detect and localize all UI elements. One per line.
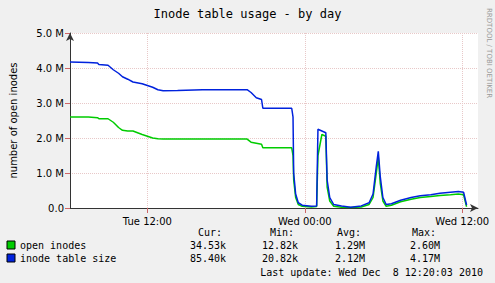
svg-text:85.40k: 85.40k	[190, 253, 226, 264]
svg-text:inode table size: inode table size	[20, 253, 116, 264]
svg-text:number of open inodes: number of open inodes	[8, 62, 19, 178]
svg-text:Last update: Wed Dec 8 12:20:: Last update: Wed Dec 8 12:20:03 2010	[260, 267, 483, 278]
svg-text:Min:: Min:	[270, 227, 294, 238]
svg-text:Wed 00:00: Wed 00:00	[278, 216, 332, 227]
svg-text:Inode table usage - by day: Inode table usage - by day	[154, 7, 342, 21]
svg-text:5.0 M: 5.0 M	[36, 28, 64, 39]
svg-text:Max:: Max:	[412, 227, 436, 238]
svg-text:Cur:: Cur:	[198, 227, 222, 238]
svg-text:Avg:: Avg:	[337, 227, 361, 238]
svg-text:Wed 12:00: Wed 12:00	[435, 216, 489, 227]
svg-text:4.0 M: 4.0 M	[36, 63, 64, 74]
svg-text:open inodes: open inodes	[20, 240, 86, 251]
svg-text:2.12M: 2.12M	[335, 253, 365, 264]
svg-text:3.0 M: 3.0 M	[36, 98, 64, 109]
svg-text:1.29M: 1.29M	[335, 240, 365, 251]
svg-text:4.17M: 4.17M	[410, 253, 440, 264]
svg-text:2.60M: 2.60M	[410, 240, 440, 251]
svg-text:2.0 M: 2.0 M	[36, 133, 64, 144]
svg-text:0.0: 0.0	[48, 203, 64, 214]
svg-text:34.53k: 34.53k	[190, 240, 226, 251]
svg-text:12.82k: 12.82k	[262, 240, 298, 251]
svg-text:RRDTOOL / TOBI OETIKER: RRDTOOL / TOBI OETIKER	[485, 8, 493, 98]
svg-text:1.0 M: 1.0 M	[36, 168, 64, 179]
svg-text:20.82k: 20.82k	[262, 253, 298, 264]
svg-text:Tue 12:00: Tue 12:00	[122, 216, 172, 227]
